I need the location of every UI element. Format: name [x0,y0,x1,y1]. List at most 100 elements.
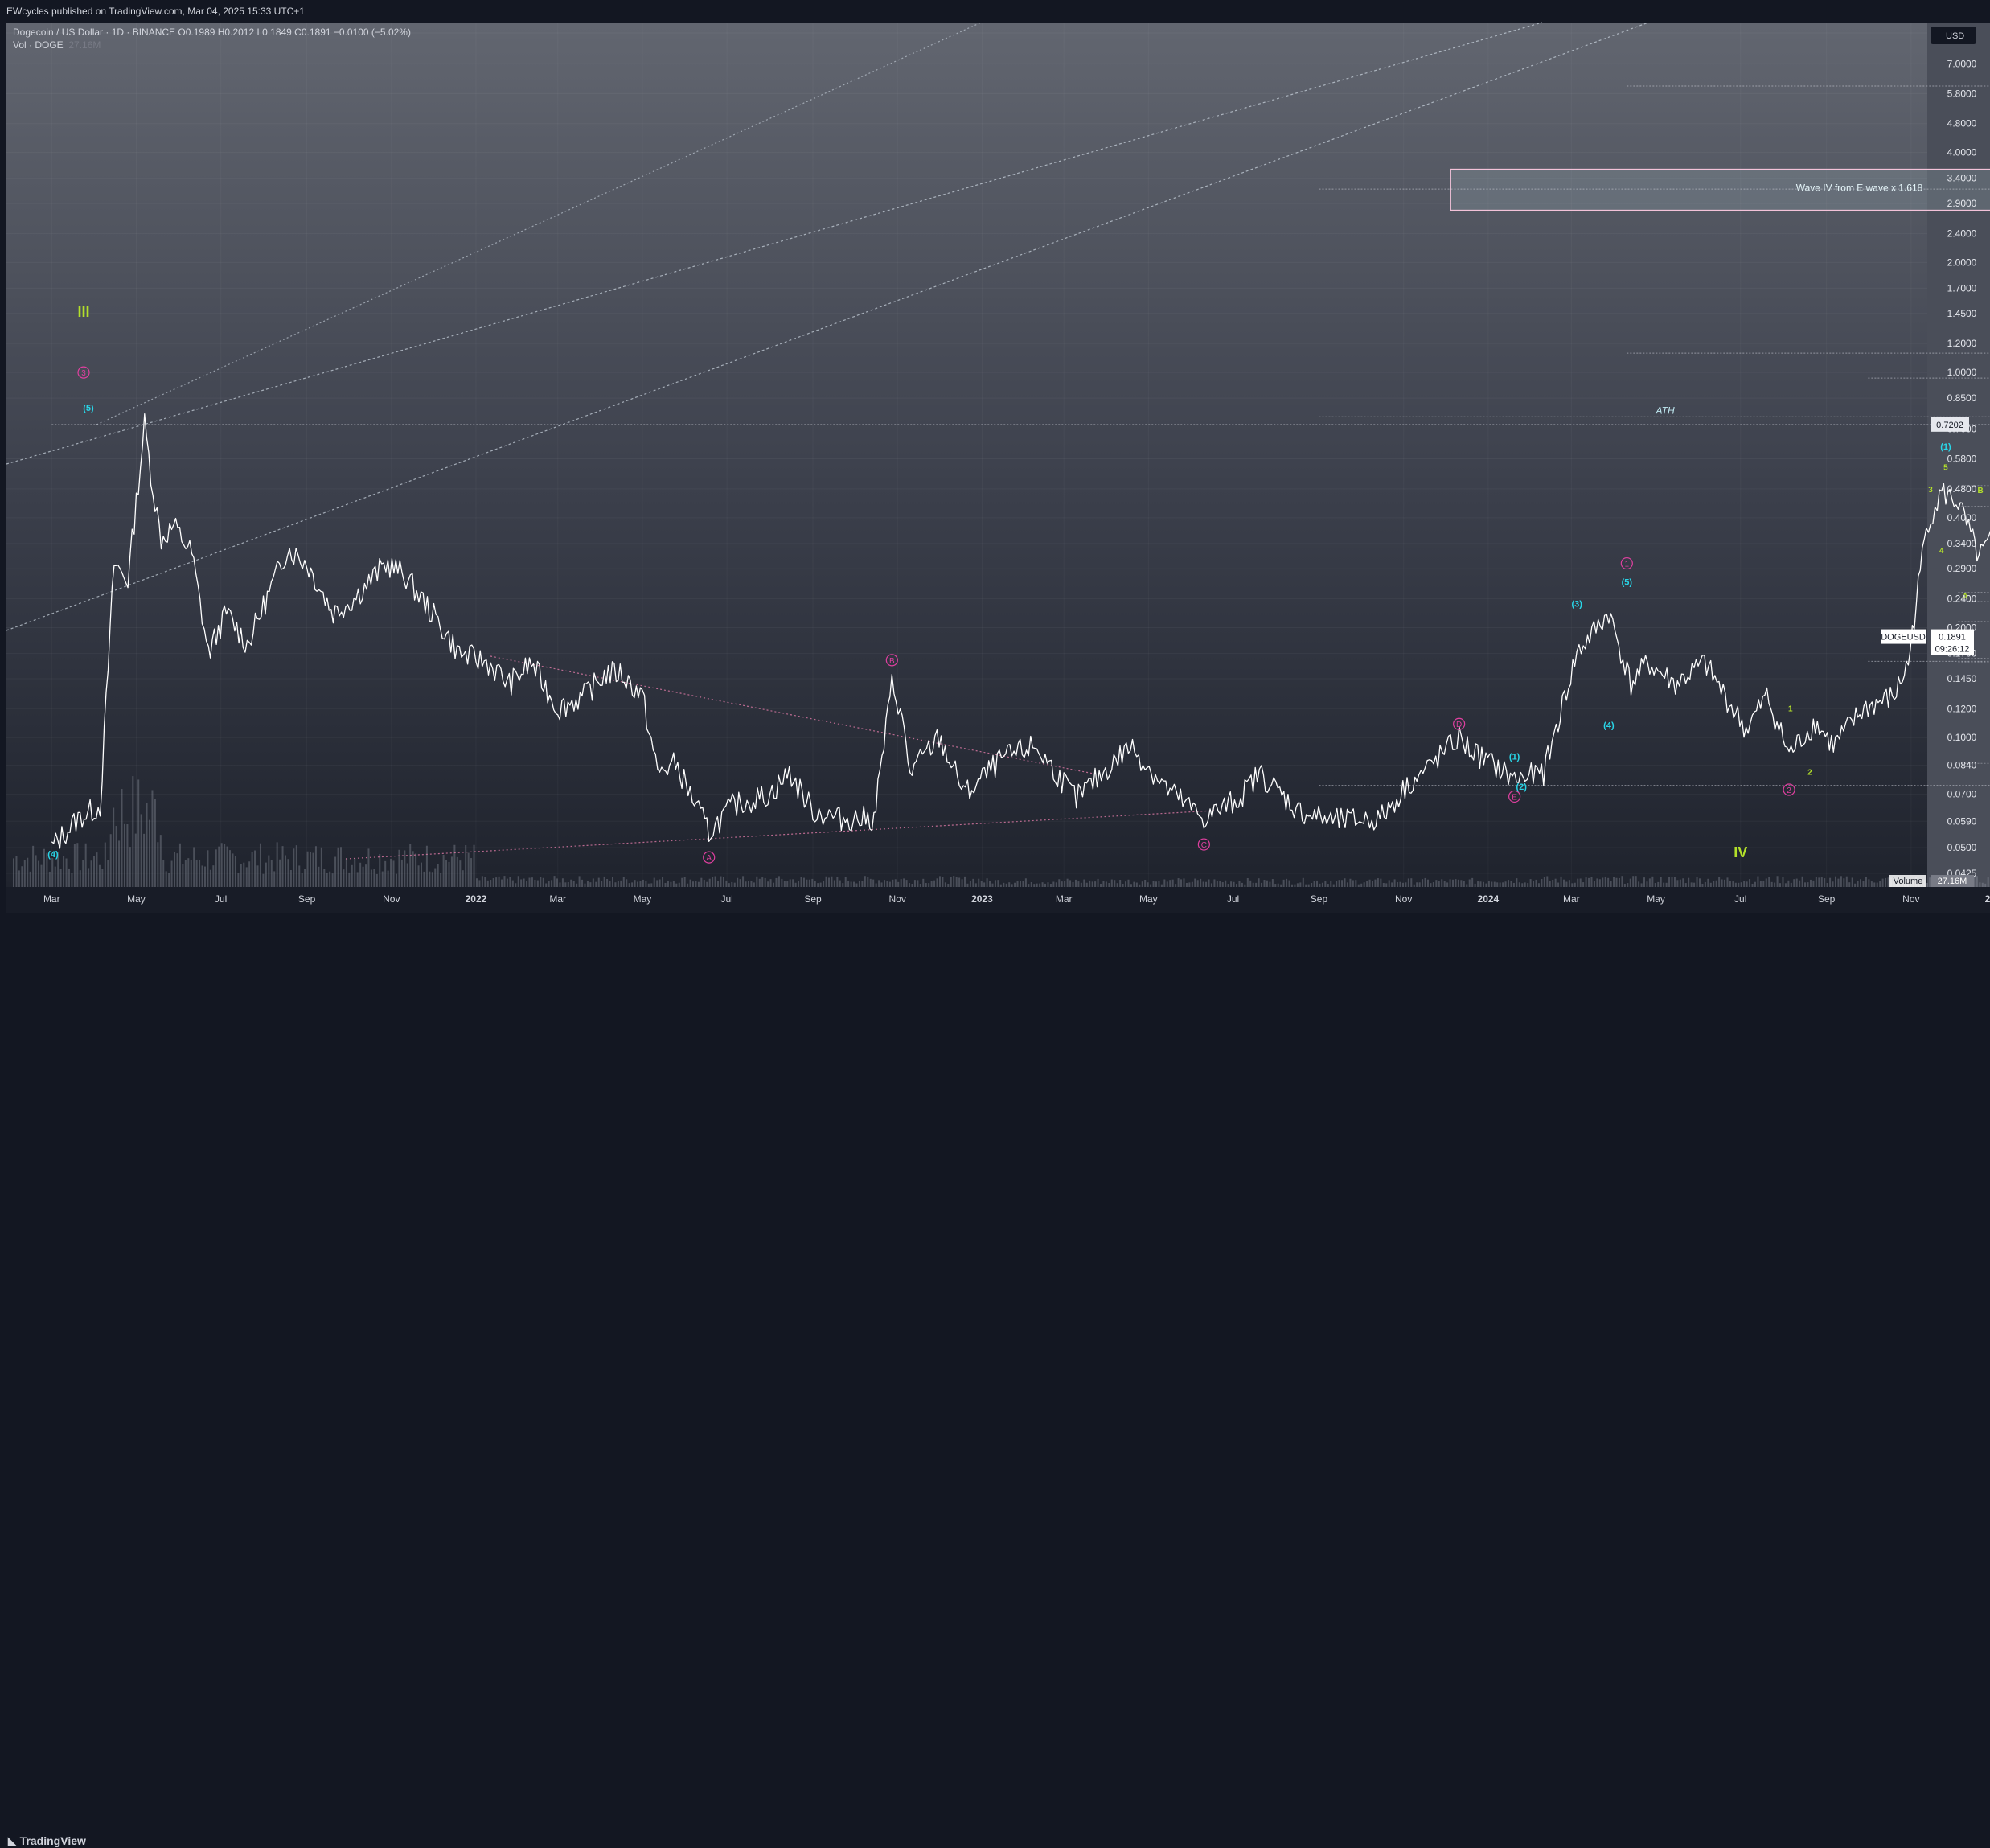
volume-bar [1385,883,1388,887]
target-zone-box[interactable] [1450,168,1990,211]
volume-bar [942,877,944,887]
volume-bar [800,877,802,887]
volume-bar [343,869,345,887]
volume-bar [1648,878,1651,887]
volume-bar [819,882,822,887]
volume-bar [1466,884,1468,887]
volume-bar [903,878,905,887]
volume-bar [1621,876,1623,887]
volume-bar [733,882,736,887]
volume-bar [664,882,667,887]
volume-bar [955,877,958,887]
y-tick-label: 0.0840 [1947,760,1977,771]
volume-bar [681,877,683,887]
volume-bar [1352,880,1354,887]
trend-line[interactable] [6,22,1543,465]
volume-bar [1401,882,1404,887]
volume-bar [1072,881,1074,887]
volume-bar [1044,883,1047,887]
volume-bar [1585,877,1587,887]
volume-bar [858,881,860,887]
volume-bar [1698,878,1701,887]
volume-bar [1269,881,1271,887]
volume-bar [839,880,841,887]
volume-axis-tag [1889,875,1926,887]
volume-bar [240,864,242,887]
volume-bar [1238,881,1241,887]
wave-label: A [1962,593,1967,602]
volume-bar [614,882,617,887]
trend-line[interactable] [6,22,1649,631]
volume-bar [1618,877,1620,887]
volume-bar [1171,879,1174,887]
volume-bar [365,864,367,887]
volume-bar [678,882,680,887]
volume-bar [218,846,220,887]
price-chart[interactable]: 1 (0.7559)1 (1.1293)1 (0.9650)1.618 (2.9… [0,0,1990,939]
volume-bar [149,819,151,887]
volume-bar [1030,881,1032,887]
volume-bar [1926,883,1928,887]
wave-label: B [1977,487,1983,495]
volume-bar [21,866,23,887]
volume-bar [1663,882,1665,887]
volume-bar [1541,878,1543,887]
y-tick-label: 0.0500 [1947,842,1977,853]
volume-bar [1679,879,1681,887]
volume-bar [154,799,156,887]
volume-bar [1726,877,1729,887]
volume-bar [93,856,96,887]
volume-bar [1041,882,1044,887]
volume-bar [526,881,528,887]
volume-bar [1236,884,1238,887]
price-series[interactable] [51,413,1990,849]
wave-label: 4 [1939,547,1944,556]
volume-bar [1141,881,1143,887]
volume-bar [486,880,489,887]
volume-bar [334,856,337,887]
volume-bar [425,845,428,887]
volume-bar [1524,882,1526,887]
volume-bar [1397,882,1399,887]
volume-bar [950,877,952,887]
volume-bar [1036,883,1038,887]
volume-bar [254,850,256,887]
volume-bar [1657,881,1660,887]
volume-bar [578,876,581,887]
volume-bar [326,873,328,887]
volume-bar [1271,879,1274,887]
x-tick-label: Sep [1818,893,1836,905]
volume-bar [1579,878,1582,887]
trend-line[interactable] [96,22,982,425]
volume-bar [553,876,556,887]
volume-bar [1438,881,1440,887]
volume-bar [287,859,289,887]
volume-bar [134,833,137,887]
volume-bar [96,852,98,887]
volume-bar [1502,882,1504,887]
volume-bar [157,842,159,887]
trend-line[interactable] [490,655,1094,774]
volume-bar [781,878,783,887]
volume-bar [1208,879,1210,887]
volume-bar [695,881,697,887]
volume-bar [700,877,703,887]
volume-bar [720,876,722,887]
volume-bar [1529,879,1532,887]
volume-bar [1241,882,1243,887]
volume-bar [285,855,287,887]
volume-bar [243,862,245,887]
volume-bar [1382,882,1385,887]
currency-button[interactable] [1931,27,1976,44]
volume-bar [387,870,389,887]
x-tick-label: Nov [1395,893,1412,905]
volume-bar [817,883,819,887]
y-tick-label: 1.7000 [1947,282,1977,294]
volume-bar [1213,879,1216,887]
volume-bar [90,860,92,887]
volume-bar [792,879,794,887]
trend-line[interactable] [345,810,1215,860]
volume-bar [869,878,872,887]
volume-bar [351,864,353,887]
tradingview-logo[interactable]: ◣ TradingView [8,1834,86,1848]
